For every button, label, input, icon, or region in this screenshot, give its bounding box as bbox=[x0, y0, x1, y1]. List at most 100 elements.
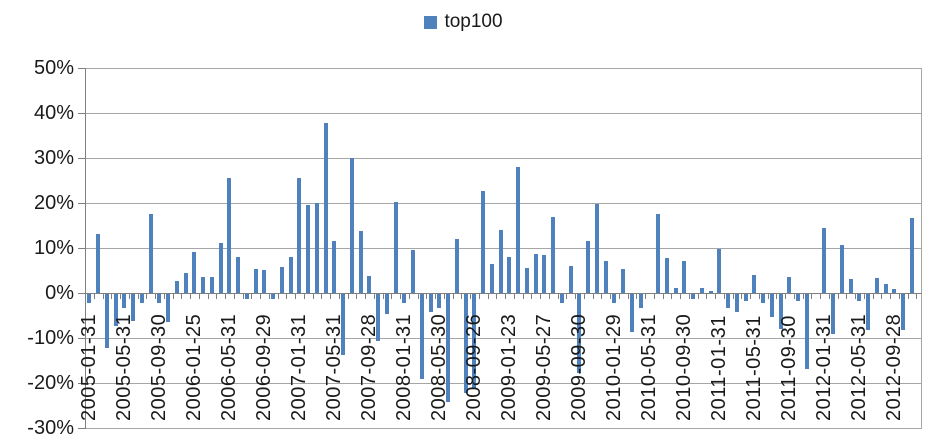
bar-68[interactable] bbox=[674, 288, 678, 293]
bar-86[interactable] bbox=[831, 294, 835, 334]
bar-72[interactable] bbox=[709, 291, 713, 293]
bar-20[interactable] bbox=[254, 269, 258, 293]
bar-44[interactable] bbox=[464, 294, 468, 393]
bar-52[interactable] bbox=[534, 254, 538, 293]
bar-61[interactable] bbox=[612, 294, 616, 303]
bar-81[interactable] bbox=[787, 277, 791, 293]
bar-88[interactable] bbox=[849, 279, 853, 293]
bar-48[interactable] bbox=[499, 230, 503, 293]
bar-49[interactable] bbox=[507, 257, 511, 293]
bar-14[interactable] bbox=[201, 277, 205, 293]
bar-74[interactable] bbox=[726, 294, 730, 308]
bar-1[interactable] bbox=[87, 294, 91, 303]
bar-26[interactable] bbox=[306, 205, 310, 293]
bar-54[interactable] bbox=[551, 217, 555, 293]
bar-57[interactable] bbox=[577, 294, 581, 373]
bar-10[interactable] bbox=[166, 294, 170, 322]
bar-78[interactable] bbox=[761, 294, 765, 303]
bar-35[interactable] bbox=[385, 294, 389, 314]
bar-32[interactable] bbox=[359, 231, 363, 293]
bar-89[interactable] bbox=[857, 294, 861, 301]
bar-17[interactable] bbox=[227, 178, 231, 293]
bar-25[interactable] bbox=[297, 178, 301, 293]
bar-41[interactable] bbox=[437, 294, 441, 308]
bar-3[interactable] bbox=[105, 294, 109, 348]
bar-9[interactable] bbox=[157, 294, 161, 303]
bar-45[interactable] bbox=[472, 294, 476, 389]
bar-15[interactable] bbox=[210, 277, 214, 293]
bar-42[interactable] bbox=[446, 294, 450, 402]
bar-47[interactable] bbox=[490, 264, 494, 293]
bar-12[interactable] bbox=[184, 273, 188, 293]
bar-83[interactable] bbox=[805, 294, 809, 369]
bar-59[interactable] bbox=[595, 204, 599, 293]
bar-91[interactable] bbox=[875, 278, 879, 293]
bar-4[interactable] bbox=[114, 294, 118, 326]
bar-33[interactable] bbox=[367, 276, 371, 293]
bar-8[interactable] bbox=[149, 214, 153, 293]
bar-66[interactable] bbox=[656, 214, 660, 293]
x-axis-tick bbox=[776, 294, 777, 299]
bar-80[interactable] bbox=[779, 294, 783, 329]
bar-5[interactable] bbox=[122, 294, 126, 308]
bar-56[interactable] bbox=[569, 266, 573, 293]
bar-77[interactable] bbox=[752, 275, 756, 293]
bar-64[interactable] bbox=[639, 294, 643, 308]
bar-60[interactable] bbox=[604, 261, 608, 293]
bar-69[interactable] bbox=[682, 261, 686, 293]
bar-71[interactable] bbox=[700, 288, 704, 293]
bar-67[interactable] bbox=[665, 258, 669, 293]
bar-75[interactable] bbox=[735, 294, 739, 312]
bar-2[interactable] bbox=[96, 234, 100, 293]
bar-21[interactable] bbox=[262, 270, 266, 293]
bar-63[interactable] bbox=[630, 294, 634, 332]
bar-23[interactable] bbox=[280, 267, 284, 293]
bar-51[interactable] bbox=[525, 268, 529, 293]
bar-94[interactable] bbox=[901, 294, 905, 330]
bar-27[interactable] bbox=[315, 203, 319, 293]
bar-18[interactable] bbox=[236, 257, 240, 293]
bar-19[interactable] bbox=[245, 294, 249, 299]
bar-11[interactable] bbox=[175, 281, 179, 293]
bar-70[interactable] bbox=[691, 294, 695, 299]
bar-95[interactable] bbox=[910, 218, 914, 293]
bar-31[interactable] bbox=[350, 158, 354, 293]
bar-50[interactable] bbox=[516, 167, 520, 293]
x-axis-tick bbox=[225, 294, 226, 299]
bar-38[interactable] bbox=[411, 250, 415, 293]
bar-93[interactable] bbox=[892, 289, 896, 293]
bar-7[interactable] bbox=[140, 294, 144, 303]
bar-85[interactable] bbox=[822, 228, 826, 293]
bar-40[interactable] bbox=[429, 294, 433, 312]
bar-53[interactable] bbox=[542, 255, 546, 293]
bar-46[interactable] bbox=[481, 191, 485, 293]
bar-79[interactable] bbox=[770, 294, 774, 317]
bar-36[interactable] bbox=[394, 202, 398, 293]
bar-13[interactable] bbox=[192, 252, 196, 293]
bar-34[interactable] bbox=[376, 294, 380, 341]
bar-28[interactable] bbox=[324, 123, 328, 293]
bar-43[interactable] bbox=[455, 239, 459, 293]
bar-22[interactable] bbox=[271, 294, 275, 299]
bar-82[interactable] bbox=[796, 294, 800, 301]
legend[interactable]: top100 bbox=[0, 11, 927, 33]
bar-55[interactable] bbox=[560, 294, 564, 303]
bar-76[interactable] bbox=[744, 294, 748, 301]
bar-92[interactable] bbox=[884, 284, 888, 293]
bar-37[interactable] bbox=[402, 294, 406, 303]
bar-16[interactable] bbox=[219, 243, 223, 293]
bar-39[interactable] bbox=[420, 294, 424, 379]
bar-73[interactable] bbox=[717, 249, 721, 293]
bar-29[interactable] bbox=[332, 241, 336, 293]
bar-90[interactable] bbox=[866, 294, 870, 330]
bar-30[interactable] bbox=[341, 294, 345, 355]
x-axis-tick bbox=[374, 294, 375, 299]
bar-87[interactable] bbox=[840, 245, 844, 293]
x-axis-tick bbox=[304, 294, 305, 299]
y-axis-line bbox=[85, 68, 86, 429]
bar-24[interactable] bbox=[289, 257, 293, 293]
bar-62[interactable] bbox=[621, 269, 625, 293]
bar-6[interactable] bbox=[131, 294, 135, 321]
bar-58[interactable] bbox=[586, 241, 590, 293]
x-axis-tick bbox=[461, 294, 462, 299]
